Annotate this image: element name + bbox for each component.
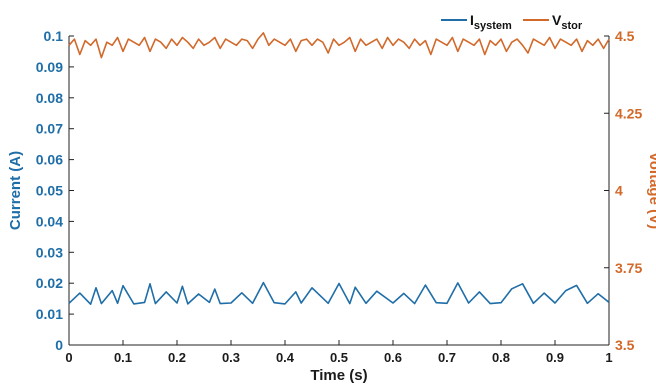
x-tick-label: 0.1 xyxy=(114,350,132,365)
y-left-axis-label: Current (A) xyxy=(7,151,24,230)
y-right-tick-label: 3.75 xyxy=(615,260,642,276)
x-tick-label: 0.4 xyxy=(276,350,295,365)
y-left-tick-label: 0.09 xyxy=(36,59,63,75)
x-tick-label: 0 xyxy=(65,350,72,365)
legend-label-stor: Vstor xyxy=(552,12,583,32)
y-right-tick-label: 4 xyxy=(615,183,623,199)
y-left-tick-label: 0.03 xyxy=(36,244,63,260)
x-tick-label: 1 xyxy=(605,350,612,365)
x-tick-label: 0.6 xyxy=(384,350,402,365)
y-right-axis-label: Voltage (V) xyxy=(646,152,656,229)
x-tick-label: 0.3 xyxy=(222,350,240,365)
y-right-tick-label: 4.5 xyxy=(615,28,635,44)
x-tick-label: 0.7 xyxy=(438,350,456,365)
y-left-tick-label: 0.1 xyxy=(44,28,64,44)
y-left-tick-label: 0.04 xyxy=(36,213,63,229)
series-layer xyxy=(68,32,610,306)
x-axis-label: Time (s) xyxy=(310,367,367,384)
series-line-stor xyxy=(68,32,610,59)
y-left-tick-label: 0.08 xyxy=(36,90,63,106)
y-left-tick-label: 0.05 xyxy=(36,183,63,199)
y-right-tick-label: 3.5 xyxy=(615,337,635,353)
y-left-tick-label: 0.07 xyxy=(36,121,63,137)
y-left-tick-label: 0.02 xyxy=(36,275,63,291)
x-tick-label: 0.9 xyxy=(546,350,564,365)
y-left-tick-label: 0 xyxy=(55,337,63,353)
y-left-tick-label: 0.06 xyxy=(36,152,63,168)
y-right-tick-label: 4.25 xyxy=(615,105,642,121)
x-tick-label: 0.2 xyxy=(168,350,186,365)
x-tick-label: 0.8 xyxy=(492,350,510,365)
series-line-system xyxy=(68,281,610,306)
axes-layer: 0 0.1 0.2 0.3 0.4 0.5 0.6 0.7 0.8 0.9 1 0 0.01 0.02 0.… xyxy=(7,28,656,384)
x-tick-label: 0.5 xyxy=(330,350,348,365)
y-left-tick-label: 0.01 xyxy=(36,306,63,322)
legend-label-system: Isystem xyxy=(470,12,512,32)
legend: Isystem Vstor xyxy=(441,12,583,32)
